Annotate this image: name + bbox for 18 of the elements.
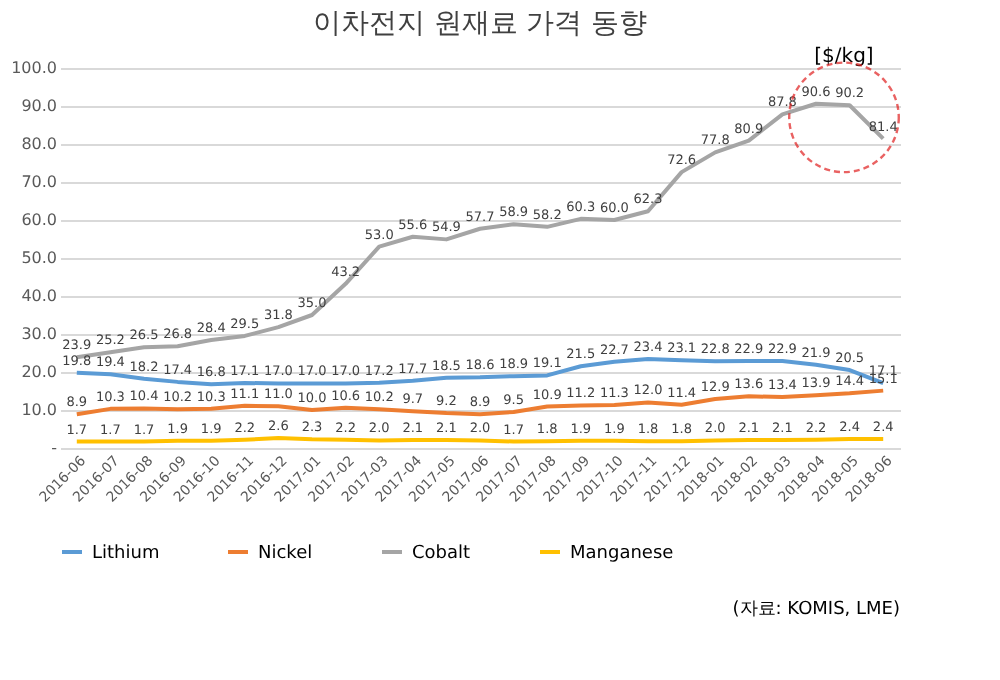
text: (자료: KOMIS, LME) <box>732 600 900 620</box>
chart-title: 이차전지 원재료 가격 동향 <box>312 8 648 40</box>
y-tick-label: 40.0 <box>21 287 57 305</box>
legend-label: Cobalt <box>412 544 472 564</box>
y-tick-label: 30.0 <box>21 325 57 343</box>
y-tick-label: 50.0 <box>21 249 57 267</box>
legend-label: Lithium <box>92 544 160 564</box>
y-tick-label: 90.0 <box>21 97 57 115</box>
legend-label: Nickel <box>258 544 313 564</box>
y-tick-label: 80.0 <box>21 135 57 153</box>
text: [$/kg] <box>814 46 874 68</box>
y-tick-label: 100.0 <box>11 59 57 77</box>
y-tick-label: 10.0 <box>21 401 57 419</box>
legend-label: Manganese <box>570 544 675 564</box>
y-tick-label: 20.0 <box>21 363 57 381</box>
y-tick-label: - <box>51 439 58 457</box>
y-tick-label: 60.0 <box>21 211 57 229</box>
y-tick-label: 70.0 <box>21 173 57 191</box>
